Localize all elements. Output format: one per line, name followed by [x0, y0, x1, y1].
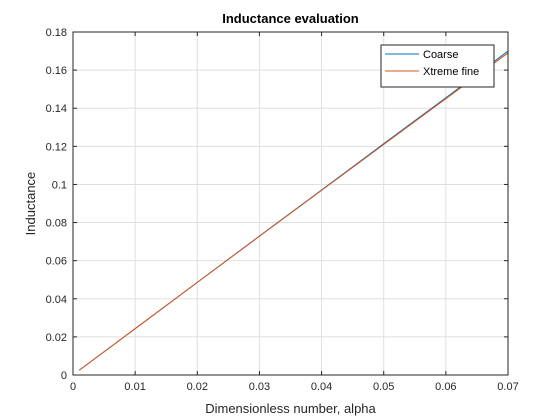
y-tick-label: 0.06	[46, 256, 67, 268]
x-tick-label: 0.03	[249, 381, 270, 393]
legend-label: Coarse	[423, 49, 458, 61]
y-tick-label: 0.12	[46, 141, 67, 153]
y-tick-label: 0.16	[46, 65, 67, 77]
x-tick-label: 0.01	[124, 381, 145, 393]
x-axis-label: Dimensionless number, alpha	[205, 401, 376, 416]
y-tick-label: 0.02	[46, 332, 67, 344]
y-axis-label: Inductance	[23, 172, 38, 236]
x-tick-label: 0.06	[435, 381, 456, 393]
y-tick-label: 0.18	[46, 27, 67, 39]
plot-area	[73, 32, 508, 375]
y-tick-label: 0	[61, 370, 67, 382]
legend: Coarse Xtreme fine	[380, 44, 495, 88]
legend-label: Xtreme fine	[423, 66, 479, 78]
chart-title: Inductance evaluation	[222, 11, 359, 26]
x-tick-label: 0.05	[373, 381, 394, 393]
legend-box	[380, 44, 495, 88]
plot-border	[72, 31, 509, 376]
x-tick-label: 0	[70, 381, 76, 393]
y-tick-label: 0.08	[46, 218, 67, 230]
x-tick-label: 0.07	[497, 381, 518, 393]
x-tick-label: 0.04	[311, 381, 332, 393]
y-tick-label: 0.14	[46, 103, 67, 115]
series-layer	[78, 50, 509, 371]
ticks	[72, 31, 509, 376]
y-tick-label: 0.04	[46, 294, 67, 306]
series-line-xtreme-fine	[78, 52, 509, 371]
y-tick-label: 0.1	[52, 179, 67, 191]
tick-labels: 0 0.01 0.02 0.03 0.04 0.05 0.06 0.07 0 0.02 0.04 0.…	[46, 27, 519, 393]
x-tick-label: 0.02	[187, 381, 208, 393]
